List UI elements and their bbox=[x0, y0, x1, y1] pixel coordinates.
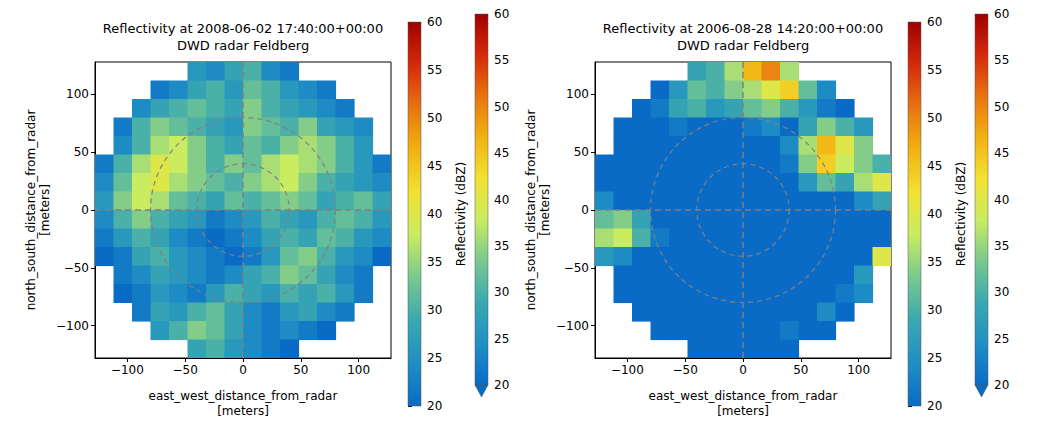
svg-text:−50: −50 bbox=[564, 261, 589, 275]
svg-text:100: 100 bbox=[566, 87, 589, 101]
svg-text:35: 35 bbox=[994, 239, 1009, 253]
svg-text:0: 0 bbox=[739, 363, 747, 377]
svg-text:40: 40 bbox=[427, 207, 442, 221]
svg-text:55: 55 bbox=[494, 53, 509, 67]
svg-text:40: 40 bbox=[994, 193, 1009, 207]
svg-text:25: 25 bbox=[927, 351, 942, 365]
svg-text:−100: −100 bbox=[556, 319, 589, 333]
svg-text:55: 55 bbox=[427, 63, 442, 77]
svg-text:50: 50 bbox=[574, 145, 589, 159]
svg-text:−100: −100 bbox=[111, 363, 144, 377]
svg-text:55: 55 bbox=[927, 63, 942, 77]
svg-text:DWD radar Feldberg: DWD radar Feldberg bbox=[177, 38, 309, 53]
svg-text:60: 60 bbox=[494, 7, 509, 21]
svg-text:Reflectivity (dBZ): Reflectivity (dBZ) bbox=[454, 162, 468, 266]
svg-text:35: 35 bbox=[494, 239, 509, 253]
svg-text:north_south_distance_from_rada: north_south_distance_from_radar bbox=[24, 110, 38, 311]
svg-text:35: 35 bbox=[427, 255, 442, 269]
svg-text:40: 40 bbox=[927, 207, 942, 221]
svg-text:−100: −100 bbox=[611, 363, 644, 377]
svg-text:30: 30 bbox=[927, 303, 942, 317]
svg-text:35: 35 bbox=[927, 255, 942, 269]
svg-text:50: 50 bbox=[293, 363, 308, 377]
svg-text:50: 50 bbox=[494, 100, 509, 114]
svg-text:40: 40 bbox=[494, 193, 509, 207]
svg-text:Reflectivity at 2008-06-02 17:: Reflectivity at 2008-06-02 17:40:00+00:0… bbox=[103, 21, 383, 36]
svg-text:50: 50 bbox=[793, 363, 808, 377]
svg-text:20: 20 bbox=[994, 378, 1009, 392]
svg-text:east_west_distance_from_radar: east_west_distance_from_radar bbox=[149, 389, 338, 403]
svg-text:[meters]: [meters] bbox=[538, 184, 552, 236]
svg-text:north_south_distance_from_rada: north_south_distance_from_radar bbox=[524, 110, 538, 311]
svg-text:0: 0 bbox=[581, 203, 589, 217]
svg-text:25: 25 bbox=[494, 332, 509, 346]
svg-text:60: 60 bbox=[427, 15, 442, 29]
svg-text:[meters]: [meters] bbox=[38, 184, 52, 236]
svg-text:30: 30 bbox=[427, 303, 442, 317]
svg-text:25: 25 bbox=[994, 332, 1009, 346]
svg-text:east_west_distance_from_radar: east_west_distance_from_radar bbox=[649, 389, 838, 403]
svg-text:Reflectivity at 2006-08-28 14:: Reflectivity at 2006-08-28 14:20:00+00:0… bbox=[603, 21, 883, 36]
svg-text:25: 25 bbox=[427, 351, 442, 365]
svg-text:50: 50 bbox=[74, 145, 89, 159]
svg-text:Reflectivity (dBZ): Reflectivity (dBZ) bbox=[954, 162, 968, 266]
svg-text:0: 0 bbox=[81, 203, 89, 217]
svg-text:60: 60 bbox=[927, 15, 942, 29]
svg-text:[meters]: [meters] bbox=[717, 404, 769, 418]
svg-text:DWD radar Feldberg: DWD radar Feldberg bbox=[677, 38, 809, 53]
svg-text:45: 45 bbox=[927, 159, 942, 173]
svg-text:20: 20 bbox=[494, 378, 509, 392]
svg-text:100: 100 bbox=[66, 87, 89, 101]
svg-text:45: 45 bbox=[427, 159, 442, 173]
svg-text:45: 45 bbox=[994, 146, 1009, 160]
svg-text:100: 100 bbox=[847, 363, 870, 377]
svg-text:20: 20 bbox=[427, 399, 442, 413]
svg-text:45: 45 bbox=[494, 146, 509, 160]
svg-text:20: 20 bbox=[927, 399, 942, 413]
svg-text:50: 50 bbox=[427, 111, 442, 125]
svg-text:55: 55 bbox=[994, 53, 1009, 67]
svg-text:−50: −50 bbox=[173, 363, 198, 377]
svg-text:50: 50 bbox=[994, 100, 1009, 114]
svg-text:30: 30 bbox=[494, 285, 509, 299]
svg-text:60: 60 bbox=[994, 7, 1009, 21]
svg-text:30: 30 bbox=[994, 285, 1009, 299]
svg-text:100: 100 bbox=[347, 363, 370, 377]
svg-text:−50: −50 bbox=[673, 363, 698, 377]
svg-text:50: 50 bbox=[927, 111, 942, 125]
svg-text:−100: −100 bbox=[56, 319, 89, 333]
svg-text:−50: −50 bbox=[64, 261, 89, 275]
svg-text:[meters]: [meters] bbox=[217, 404, 269, 418]
svg-text:0: 0 bbox=[239, 363, 247, 377]
